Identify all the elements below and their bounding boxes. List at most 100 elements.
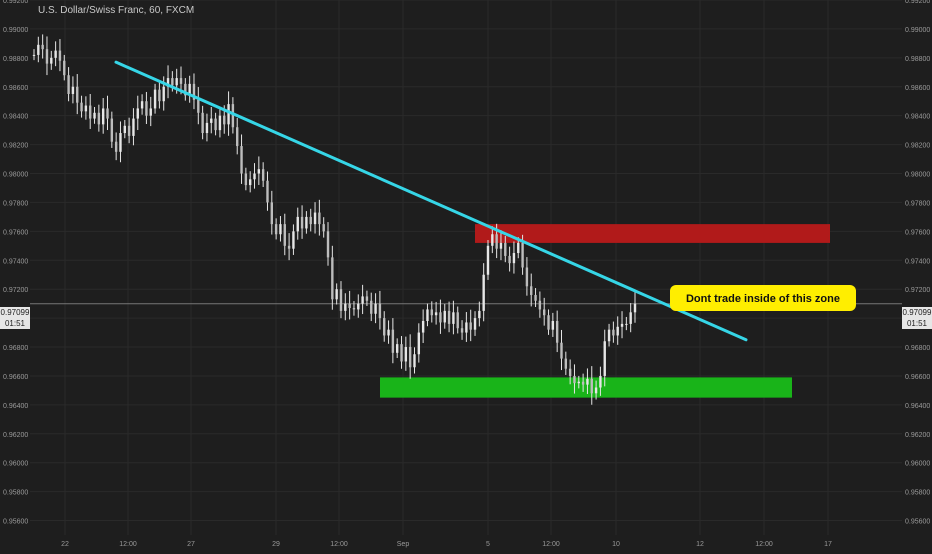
- y-tick-label-left: 0.95600: [3, 519, 28, 526]
- candle-body: [486, 245, 490, 275]
- y-tick-label-left: 0.98000: [3, 172, 28, 179]
- annotation-box: [670, 285, 856, 311]
- candle-body: [110, 118, 114, 142]
- candle-body: [365, 296, 369, 301]
- candle-body: [339, 289, 343, 311]
- candle-body: [192, 83, 196, 100]
- candle-body: [590, 378, 593, 394]
- candle-body: [543, 309, 546, 316]
- candle-body: [599, 375, 602, 388]
- candle-body: [205, 122, 209, 134]
- candle-body: [447, 310, 451, 324]
- candle-body: [214, 118, 217, 131]
- candle-body: [594, 387, 598, 394]
- candle-body: [404, 347, 408, 362]
- candle-body: [378, 303, 382, 319]
- y-tick-label-left: 0.96400: [3, 403, 28, 410]
- candle-body: [581, 381, 585, 385]
- candle-body: [279, 224, 282, 235]
- y-tick-label-left: 0.98400: [3, 114, 28, 121]
- candle-body: [625, 323, 628, 325]
- candle-body: [465, 322, 468, 333]
- candle-body: [473, 318, 477, 330]
- candle-body: [417, 332, 421, 355]
- candle-body: [629, 312, 632, 324]
- candle-body: [93, 112, 96, 119]
- candle-body: [577, 381, 580, 384]
- y-tick-label-right: 0.96000: [905, 461, 930, 468]
- candle-body: [41, 44, 44, 50]
- candle-body: [261, 169, 265, 181]
- candle-body: [560, 342, 563, 359]
- candle-body: [171, 78, 174, 86]
- candle-body: [607, 329, 611, 342]
- candle-body: [616, 326, 619, 336]
- candle-body: [482, 274, 485, 311]
- candle-body: [114, 141, 118, 152]
- candle-body: [101, 108, 105, 125]
- candle-body: [456, 312, 459, 329]
- candle-body: [534, 294, 537, 301]
- candle-body: [383, 318, 386, 336]
- candle-body: [452, 312, 455, 324]
- candle-body: [421, 321, 425, 333]
- candle-body: [547, 315, 550, 330]
- candle-body: [45, 49, 49, 64]
- candle-body: [357, 303, 360, 310]
- candle-body: [54, 50, 57, 58]
- candle-body: [106, 108, 109, 119]
- candle-body: [175, 78, 178, 86]
- candle-body: [283, 224, 286, 246]
- candle-body: [287, 245, 291, 249]
- y-tick-label-left: 0.96800: [3, 345, 28, 352]
- candle-body: [257, 169, 261, 174]
- candle-body: [469, 322, 472, 330]
- y-tick-label-left: 0.97200: [3, 287, 28, 294]
- candle-body: [361, 296, 364, 304]
- candle-body: [136, 108, 139, 119]
- candle-body: [149, 108, 152, 116]
- candle-body: [188, 83, 191, 96]
- candle-body: [426, 309, 429, 321]
- candle-body: [495, 234, 498, 249]
- candle-body: [76, 86, 79, 103]
- candle-body: [218, 115, 222, 131]
- candle-body: [331, 257, 334, 300]
- y-tick-label-right: 0.99200: [905, 0, 930, 5]
- x-tick-label: 22: [61, 541, 69, 548]
- y-tick-label-left: 0.97400: [3, 258, 28, 265]
- candle-body: [573, 375, 576, 384]
- candle-body: [499, 242, 503, 249]
- candle-body: [296, 216, 299, 232]
- candle-body: [344, 303, 347, 311]
- y-tick-label-right: 0.96800: [905, 345, 930, 352]
- y-tick-label-left: 0.97800: [3, 200, 28, 207]
- candle-body: [318, 212, 321, 225]
- y-tick-label-right: 0.97400: [905, 258, 930, 265]
- candle-body: [162, 86, 165, 102]
- x-tick-label: 12:00: [542, 541, 560, 548]
- y-tick-label-left: 0.98800: [3, 56, 28, 63]
- candle-body: [158, 89, 161, 102]
- candle-body: [508, 255, 511, 264]
- candle-body: [434, 312, 438, 316]
- candle-body: [119, 133, 122, 152]
- candle-body: [140, 101, 144, 109]
- y-tick-label-left: 0.98200: [3, 143, 28, 150]
- candle-body: [132, 118, 135, 136]
- candle-body: [58, 50, 62, 61]
- candle-body: [97, 112, 101, 125]
- candle-body: [184, 83, 187, 96]
- candle-body: [439, 312, 442, 323]
- y-tick-label-left: 0.99000: [3, 27, 28, 34]
- y-tick-label-right: 0.96400: [905, 403, 930, 410]
- candle-body: [348, 303, 351, 308]
- y-tick-label-left: 0.99200: [3, 0, 28, 5]
- y-tick-label-right: 0.95600: [905, 519, 930, 526]
- x-tick-label: Sep: [397, 541, 410, 548]
- x-tick-label: 12: [696, 541, 704, 548]
- candle-body: [227, 104, 230, 125]
- candle-body: [123, 125, 126, 134]
